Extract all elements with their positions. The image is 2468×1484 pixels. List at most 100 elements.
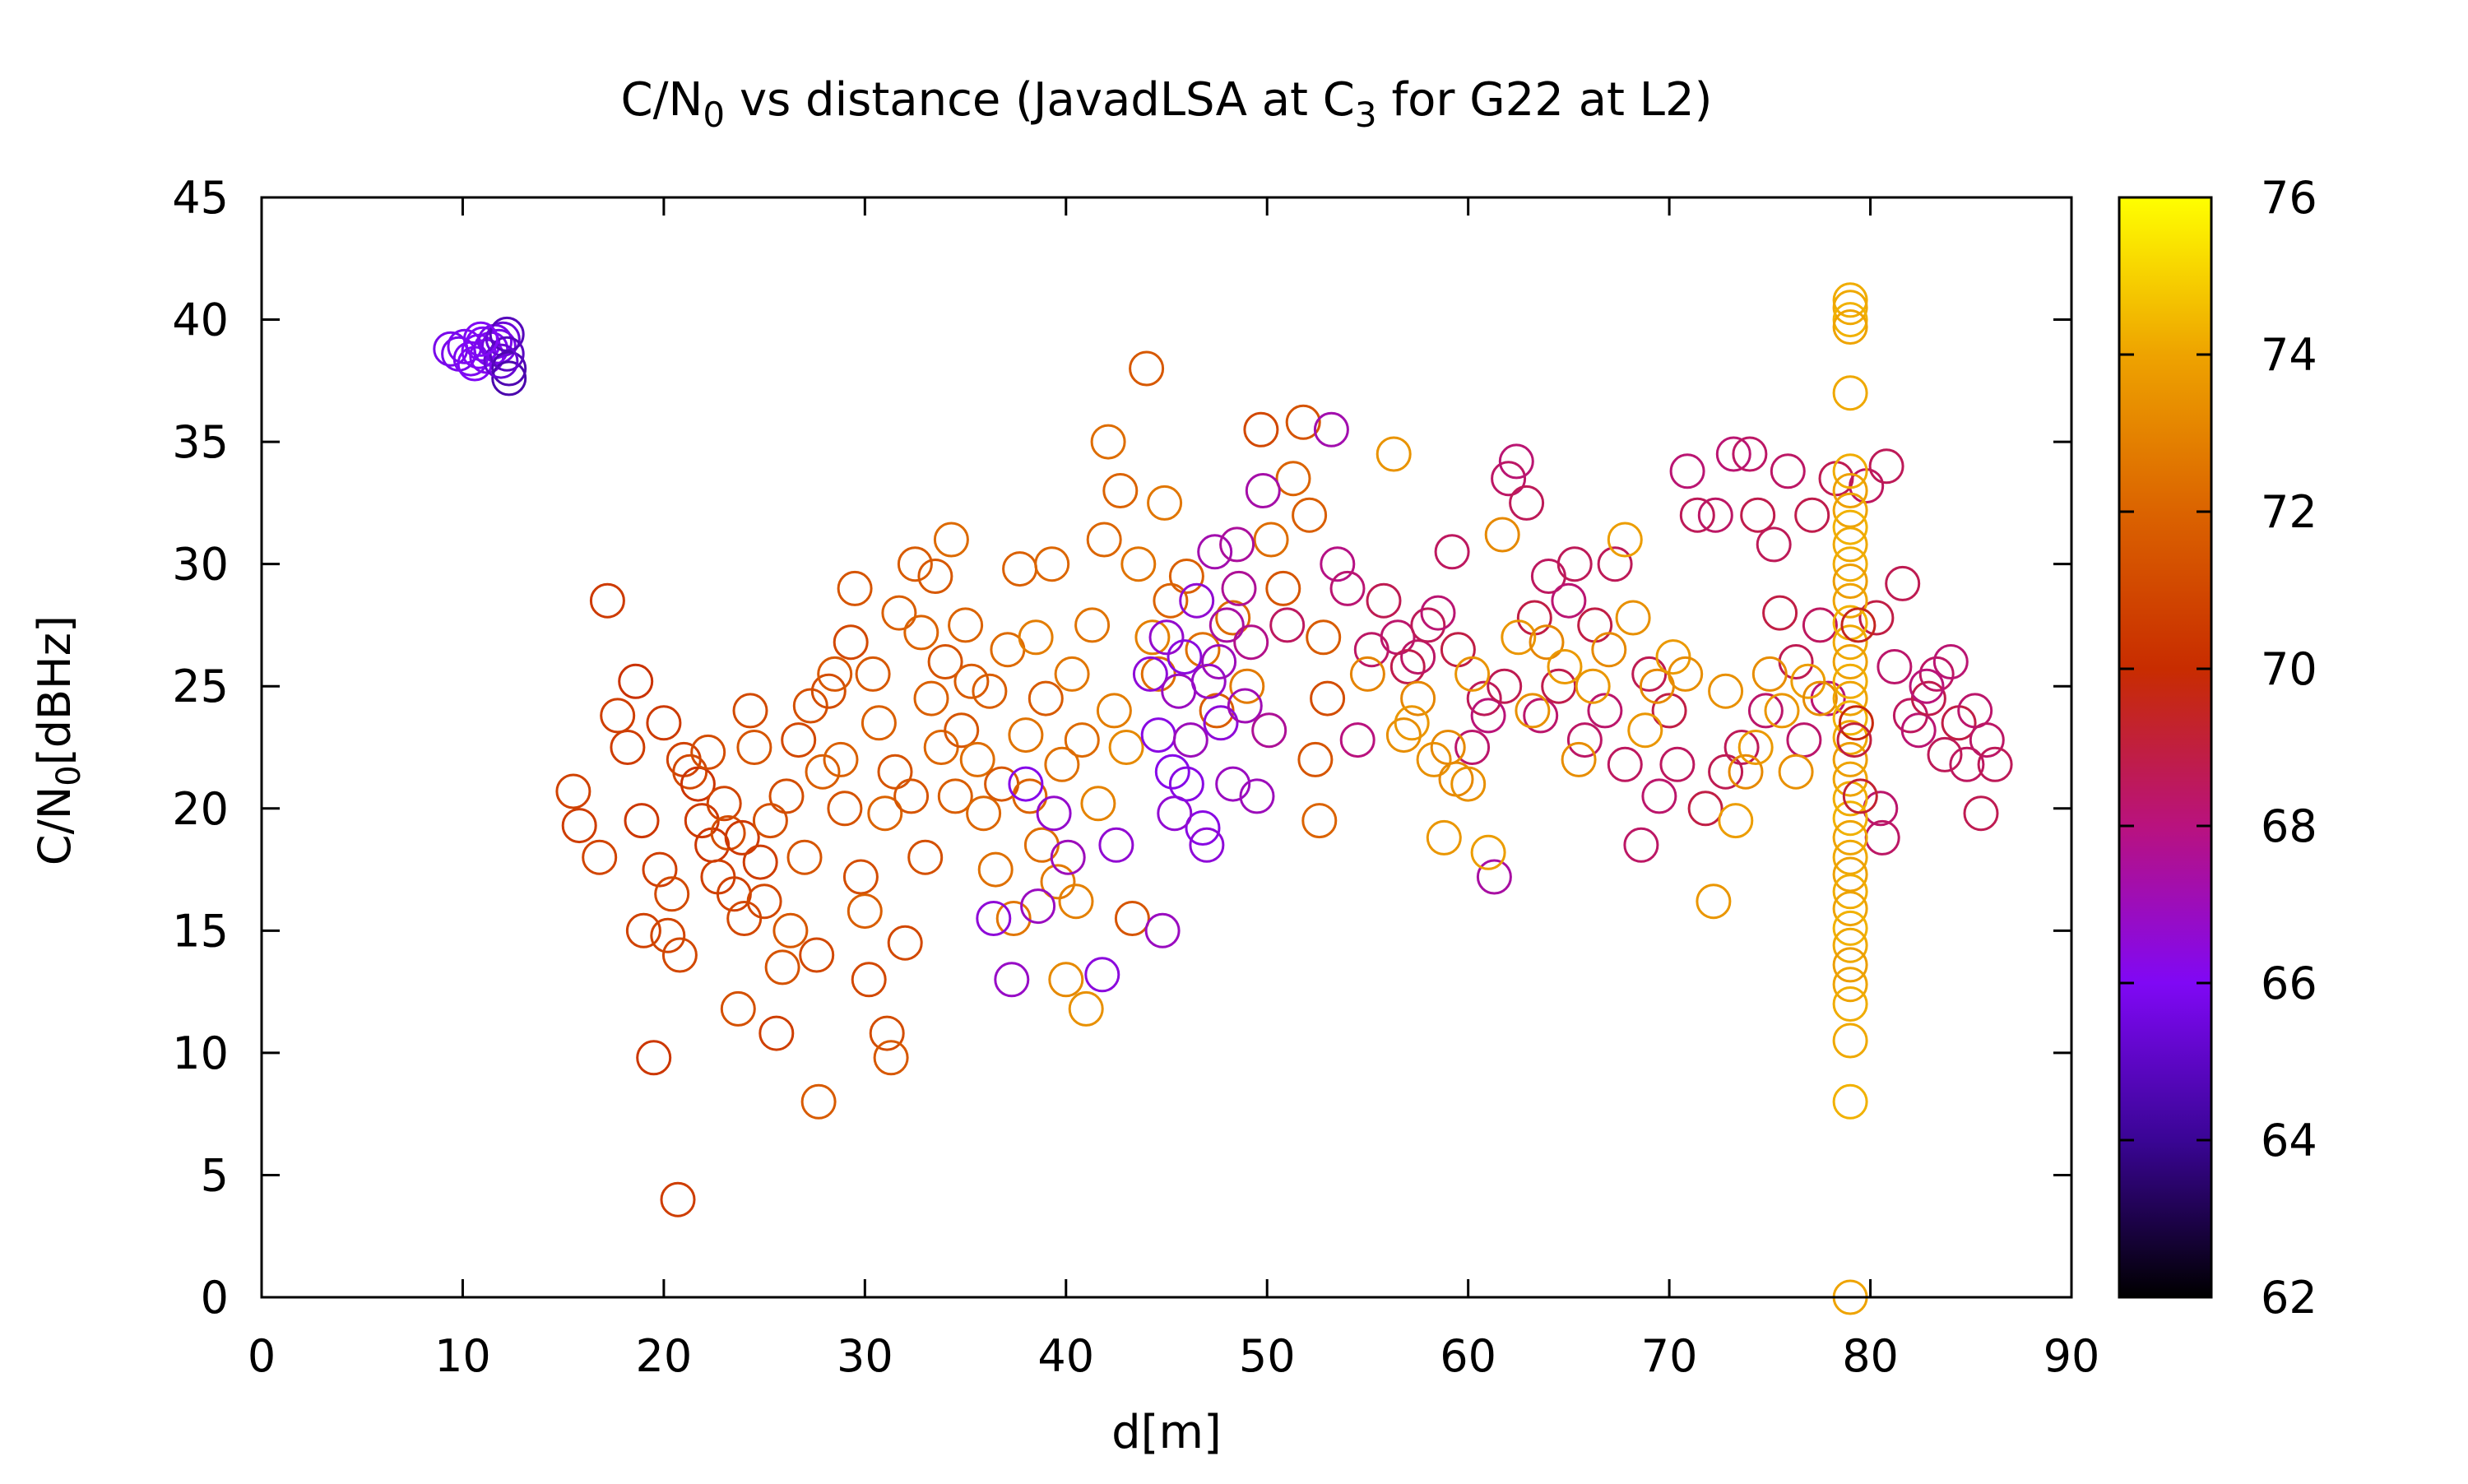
data-point (1832, 891, 1868, 927)
data-point (1476, 859, 1512, 895)
data-point (1470, 698, 1506, 734)
data-point (1832, 290, 1868, 326)
data-point (764, 949, 800, 985)
data-point (1597, 546, 1633, 582)
data-point (1832, 680, 1868, 716)
data-point (1756, 526, 1792, 563)
data-point (1868, 448, 1904, 485)
data-point (1842, 778, 1878, 814)
data-point (1832, 302, 1868, 338)
data-point (1832, 453, 1868, 489)
data-point (897, 546, 933, 582)
data-points (433, 282, 2013, 1315)
data-point (827, 791, 863, 827)
data-point (1832, 509, 1868, 545)
data-point (1969, 722, 2005, 758)
data-point (937, 778, 973, 814)
data-point (972, 673, 1008, 709)
data-point (1832, 761, 1868, 797)
data-point (1778, 644, 1814, 679)
x-tick-label: 90 (2044, 1330, 2100, 1382)
x-axis-label: d[m] (1111, 1406, 1222, 1459)
data-point (1168, 559, 1204, 594)
data-point (1068, 990, 1104, 1027)
data-point (1036, 795, 1072, 832)
data-point (1189, 827, 1225, 863)
chart-title: C/N0 vs distance (JavadLSA at C3 for G22… (621, 73, 1713, 135)
data-point (1020, 888, 1056, 925)
data-point (1140, 717, 1176, 754)
data-point (1154, 754, 1190, 790)
data-point (1832, 839, 1868, 875)
data-point (489, 316, 525, 352)
data-point (1832, 309, 1868, 345)
data-point (561, 808, 597, 844)
data-point (758, 1015, 795, 1051)
data-point (1918, 656, 1955, 692)
data-point (953, 663, 990, 699)
data-point (1832, 624, 1868, 661)
data-point (823, 741, 859, 777)
data-point (927, 644, 963, 679)
data-point (1836, 722, 1872, 758)
data-point (1466, 680, 1502, 716)
data-point (994, 962, 1030, 998)
data-point (1832, 986, 1868, 1022)
x-tick-label: 60 (1440, 1330, 1496, 1382)
data-point (1064, 722, 1100, 758)
data-point (1697, 497, 1733, 533)
data-point (1523, 698, 1559, 734)
data-point (1297, 741, 1334, 777)
data-point (1728, 754, 1764, 790)
data-point (1864, 819, 1900, 856)
colorbar-ticks: 62 64 66 68 70 72 74 76 (2119, 172, 2317, 1324)
data-point (1215, 600, 1251, 636)
data-point (1219, 526, 1255, 563)
colorbar-tick-label: 66 (2261, 958, 2317, 1009)
data-point (1575, 668, 1611, 704)
data-point (933, 522, 969, 558)
data-point (618, 663, 654, 699)
data-point (1708, 673, 1744, 709)
data-point (869, 1015, 905, 1051)
data-point (923, 730, 959, 765)
data-point (995, 901, 1032, 936)
data-point (1320, 546, 1356, 582)
data-point (1832, 874, 1868, 910)
data-point (1161, 673, 1197, 709)
data-point (1301, 803, 1338, 839)
data-point (1148, 619, 1185, 656)
x-tick-label: 30 (837, 1330, 893, 1382)
data-point (1484, 517, 1520, 553)
data-point (1108, 730, 1144, 765)
data-point (1832, 473, 1868, 508)
data-point (1977, 746, 2013, 782)
data-point (1529, 624, 1565, 661)
data-point (1134, 619, 1171, 656)
data-point (724, 819, 760, 856)
x-tick-label: 20 (636, 1330, 693, 1382)
colorbar-tick-label: 70 (2261, 643, 2317, 695)
colorbar-frame (2118, 196, 2213, 1299)
data-point (781, 722, 817, 758)
data-point (1832, 856, 1868, 893)
data-point (1375, 436, 1412, 472)
data-point (1285, 404, 1321, 440)
data-point (1233, 624, 1269, 661)
data-point (1723, 730, 1760, 765)
data-point (1737, 730, 1774, 765)
data-point (1832, 663, 1868, 699)
data-point (1190, 663, 1227, 699)
data-point (1832, 700, 1868, 736)
y-tick-label: 0 (201, 1272, 229, 1324)
data-point (1349, 656, 1385, 692)
data-point (944, 712, 980, 749)
data-point (817, 656, 853, 692)
data-point (1832, 582, 1868, 619)
data-point (1556, 546, 1593, 582)
data-point (1963, 795, 1999, 832)
data-point (893, 778, 930, 814)
data-point (646, 705, 682, 741)
